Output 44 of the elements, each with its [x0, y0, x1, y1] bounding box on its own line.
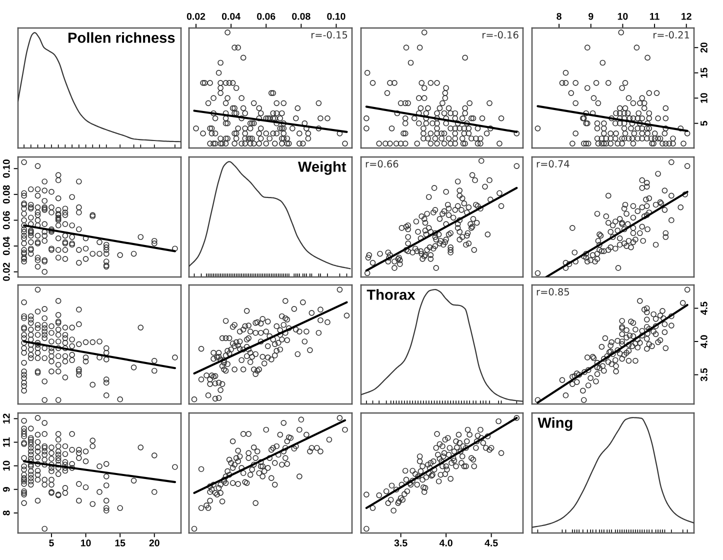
y-tick-label: 15 — [700, 68, 708, 78]
chart-title: Weight — [298, 161, 346, 175]
x-tick-label: 11 — [650, 13, 660, 20]
annotation: r=-0.15 — [312, 31, 348, 39]
x-tick-label: 4.0 — [439, 540, 452, 546]
chart-title: Thorax — [366, 289, 416, 300]
y-tick-label: 0.06 — [2, 211, 10, 230]
x-tick-label: 0.06 — [257, 12, 276, 20]
x-tick-label: 10 — [618, 12, 628, 20]
x-tick-label: 10 — [80, 540, 91, 546]
y-tick-label: 0.02 — [2, 262, 10, 281]
y-tick-label: 9 — [2, 487, 10, 492]
x-tick-label: 9 — [588, 12, 594, 20]
y-tick-label: 4.0 — [700, 335, 708, 348]
y-tick-label: 10 — [2, 460, 10, 471]
x-tick-label: 0.10 — [327, 12, 346, 20]
y-tick-label: 3.5 — [700, 368, 708, 382]
y-tick-label: 8 — [2, 510, 10, 516]
chart-title: Wing — [538, 417, 572, 431]
annotation: r=-0.21 — [654, 31, 690, 39]
y-tick-label: 0.04 — [2, 236, 10, 256]
annotation: r=0.74 — [536, 160, 570, 168]
chart-title: Pollen richness — [68, 32, 175, 43]
y-tick-label: 0.08 — [2, 185, 10, 204]
y-tick-label: 12 — [2, 414, 10, 424]
x-tick-label: 15 — [115, 540, 126, 546]
annotation: r=-0.16 — [482, 31, 518, 39]
x-tick-label: 0.04 — [222, 12, 240, 20]
annotation: r=0.85 — [536, 288, 569, 296]
x-tick-label: 12 — [682, 12, 692, 20]
y-tick-label: 4.5 — [700, 302, 708, 315]
annotation: r=0.66 — [366, 160, 398, 168]
x-tick-label: 0.02 — [186, 12, 206, 20]
x-tick-label: 0.08 — [292, 12, 310, 20]
y-tick-label: 0.10 — [2, 160, 10, 178]
x-tick-label: 5 — [49, 540, 54, 546]
x-tick-label: 3.5 — [394, 540, 408, 546]
y-tick-label: 5 — [700, 120, 708, 126]
y-tick-label: 10 — [700, 93, 708, 103]
x-tick-label: 8 — [556, 12, 562, 20]
x-tick-label: 20 — [149, 540, 160, 546]
y-tick-label: 11 — [3, 437, 10, 447]
x-tick-label: 4.5 — [484, 540, 498, 546]
y-tick-label: 20 — [700, 42, 708, 53]
